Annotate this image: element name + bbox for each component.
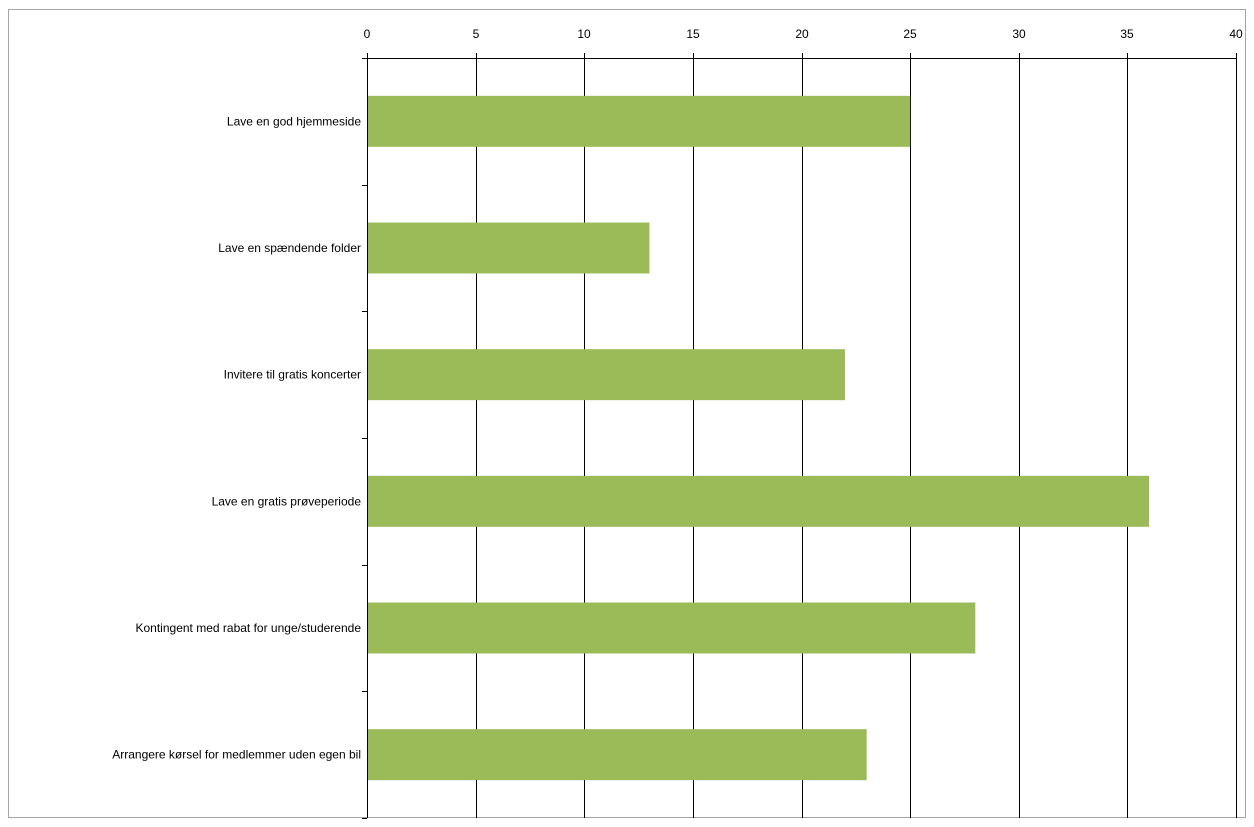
category-labels: Lave en god hjemmeside Lave en spændende … <box>112 114 361 761</box>
bar-5 <box>368 602 976 654</box>
x-tick-label: 5 <box>473 27 480 41</box>
category-label: Lave en god hjemmeside <box>227 114 361 128</box>
gridlines <box>367 58 1237 818</box>
x-tick-label: 0 <box>364 27 371 41</box>
bar-4 <box>368 475 1150 527</box>
category-label: Lave en spændende folder <box>218 241 361 255</box>
x-tick-label: 35 <box>1120 27 1134 41</box>
category-label: Lave en gratis prøveperiode <box>212 494 362 508</box>
bars <box>368 95 1150 781</box>
x-tick-label: 10 <box>577 27 591 41</box>
x-tick-label: 20 <box>795 27 809 41</box>
x-tick-labels: 0 5 10 15 20 25 30 35 40 <box>364 27 1243 41</box>
x-tick-label: 40 <box>1229 27 1243 41</box>
category-label: Arrangere kørsel for medlemmer uden egen… <box>112 748 361 762</box>
category-label: Kontingent med rabat for unge/studerende <box>136 621 362 635</box>
x-tick-label: 15 <box>686 27 700 41</box>
x-tick-label: 30 <box>1012 27 1026 41</box>
bar-3 <box>368 349 845 401</box>
axes <box>362 53 1237 819</box>
category-label: Invitere til gratis koncerter <box>224 368 361 382</box>
bar-2 <box>368 222 650 274</box>
bar-6 <box>368 729 867 781</box>
bar-1 <box>368 95 911 147</box>
x-tick-label: 25 <box>903 27 917 41</box>
